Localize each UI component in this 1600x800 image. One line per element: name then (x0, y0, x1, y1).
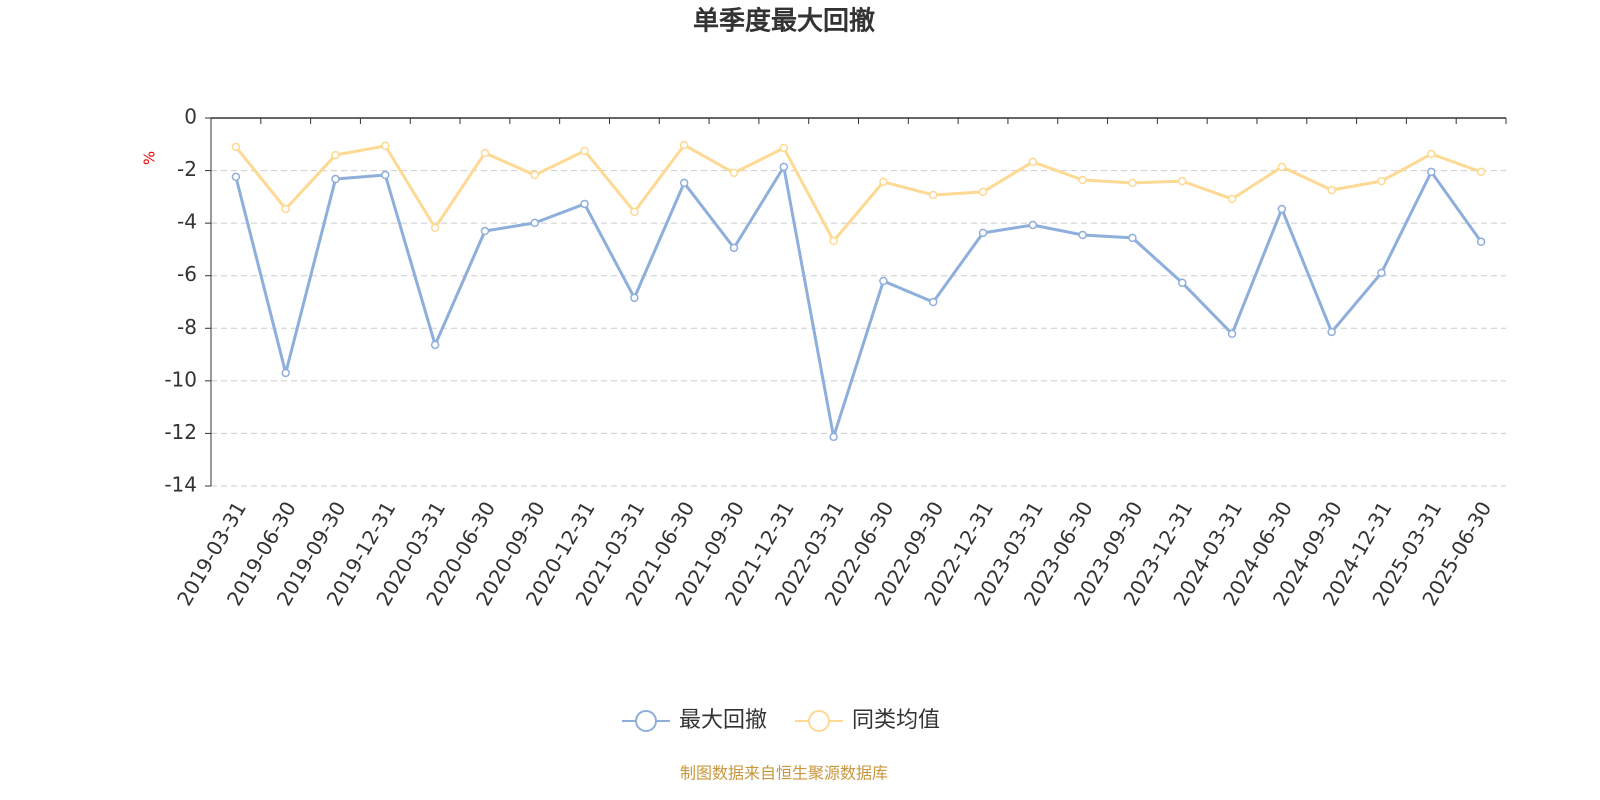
data-point (1377, 268, 1386, 278)
data-point (729, 243, 739, 253)
data-point (1277, 204, 1287, 214)
data-point (381, 170, 390, 180)
data-point (480, 226, 490, 236)
data-point (1476, 167, 1486, 177)
data-point (231, 172, 241, 182)
data-point (231, 142, 241, 152)
data-point (281, 368, 290, 378)
data-point (1227, 329, 1237, 339)
data-point (530, 170, 539, 180)
data-point (1327, 185, 1336, 195)
data-point (430, 223, 440, 233)
data-point (1078, 175, 1087, 185)
legend-label: 最大回撤 (679, 708, 767, 733)
source-note: 制图数据来自恒生聚源数据库 (680, 764, 888, 783)
data-point (381, 141, 390, 151)
data-point (1227, 194, 1237, 204)
y-tick-label: -12 (164, 420, 197, 444)
y-tick-label: -4 (177, 210, 197, 234)
data-point (1128, 233, 1137, 243)
data-point (928, 190, 938, 200)
chart-title: 单季度最大回撤 (693, 6, 875, 37)
y-tick-label: -2 (177, 157, 197, 181)
data-point (1028, 220, 1038, 230)
data-point (331, 174, 340, 184)
y-tick-label: -8 (177, 315, 197, 339)
series-line (234, 143, 1482, 244)
y-tick-label: -10 (164, 367, 197, 391)
data-point (1427, 167, 1436, 177)
y-tick-label: -6 (177, 262, 197, 286)
data-point (480, 148, 490, 158)
legend-marker (808, 710, 830, 732)
series-line (234, 162, 1483, 438)
data-point (1178, 176, 1187, 186)
data-point (1028, 157, 1038, 167)
data-point (1427, 149, 1436, 159)
data-point (729, 168, 739, 178)
data-point (829, 432, 838, 442)
data-point (879, 276, 888, 286)
data-point (630, 293, 639, 303)
data-point (779, 162, 789, 172)
data-point (879, 177, 888, 187)
data-point (779, 143, 789, 153)
data-point (430, 340, 440, 350)
data-point (679, 140, 689, 150)
data-point (281, 204, 290, 214)
legend-label: 同类均值 (852, 708, 940, 733)
data-point (580, 199, 589, 209)
data-point (530, 218, 539, 228)
data-point (928, 297, 938, 307)
data-point (580, 146, 589, 156)
data-point (1327, 327, 1336, 337)
legend-marker (635, 710, 657, 732)
data-point (1178, 278, 1187, 288)
data-point (1128, 178, 1137, 188)
data-point (1476, 237, 1486, 247)
data-point (829, 236, 838, 246)
y-tick-label: 0 (184, 105, 197, 129)
data-point (331, 150, 340, 160)
y-axis-label: % (141, 151, 159, 165)
data-point (1277, 162, 1287, 172)
data-point (679, 178, 689, 188)
data-point (1078, 230, 1087, 240)
data-point (1377, 176, 1386, 186)
y-tick-label: -14 (164, 473, 197, 497)
data-point (630, 207, 639, 217)
data-point (978, 228, 988, 238)
data-point (978, 187, 988, 197)
